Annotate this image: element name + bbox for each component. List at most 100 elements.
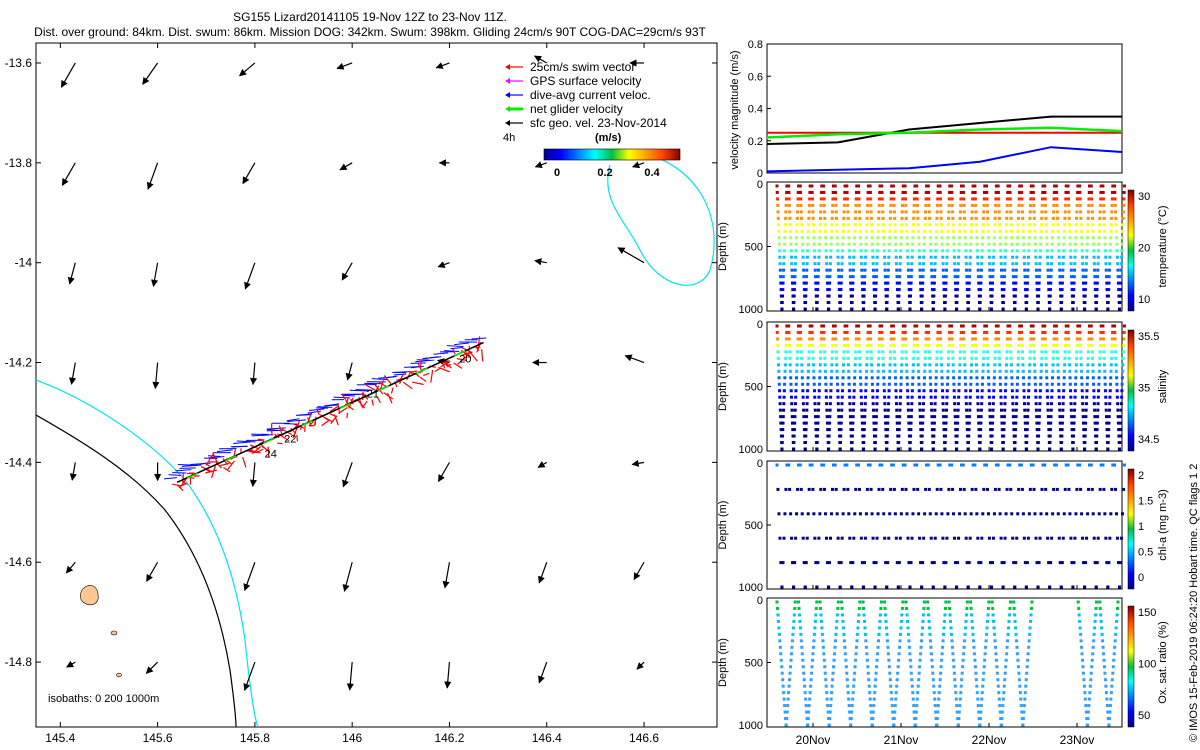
profile-point — [778, 536, 782, 540]
profile-point — [929, 255, 933, 259]
profile-point — [1023, 275, 1027, 279]
profile-point — [1004, 376, 1008, 380]
profile-point — [1027, 242, 1031, 246]
profile-point — [1060, 288, 1064, 292]
profile-point — [1100, 626, 1104, 630]
profile-point — [1066, 190, 1070, 194]
profile-point — [1040, 203, 1044, 207]
profile-point — [787, 203, 791, 207]
profile-point — [933, 275, 937, 279]
profile-point — [894, 697, 898, 701]
profile-point — [908, 658, 912, 662]
profile-point — [1114, 350, 1118, 354]
profile-point — [828, 402, 832, 406]
profile-point — [779, 428, 783, 432]
profile-point — [1028, 632, 1032, 636]
profile-point — [895, 421, 899, 425]
profile-point — [900, 613, 904, 617]
profile-point — [1111, 190, 1115, 194]
profile-point — [991, 408, 995, 412]
profile-point — [794, 376, 798, 380]
swim-vector — [219, 462, 229, 467]
profile-point — [917, 512, 921, 516]
profile-point — [869, 197, 873, 201]
profile-point — [1102, 652, 1106, 656]
profile-point — [1091, 376, 1095, 380]
profile-point — [829, 249, 833, 253]
profile-point — [933, 704, 937, 708]
profile-point — [831, 190, 835, 194]
profile-point — [832, 658, 836, 662]
profile-point — [978, 717, 982, 721]
profile-point — [990, 294, 994, 298]
profile-point — [1011, 275, 1015, 279]
profile-point — [1015, 249, 1019, 253]
colorbar — [1127, 329, 1135, 452]
profile-point — [910, 536, 914, 540]
profile-point — [1036, 301, 1040, 305]
profile-point — [1096, 275, 1100, 279]
profile-point — [1115, 389, 1119, 393]
profile-point — [944, 600, 948, 604]
profile-point — [803, 447, 807, 451]
profile-point — [937, 691, 941, 695]
x-tick-label: 146 — [342, 731, 362, 745]
profile-point — [780, 447, 784, 451]
profile-point — [1000, 717, 1004, 721]
profile-point — [1120, 236, 1124, 240]
profile-point — [953, 275, 957, 279]
profile-point — [882, 376, 886, 380]
profile-point — [805, 395, 809, 399]
profile-point — [980, 697, 984, 701]
profile-point — [853, 512, 857, 516]
swim-vector — [361, 400, 368, 409]
profile-point — [1111, 330, 1115, 334]
profile-point — [961, 324, 965, 328]
profile-point — [885, 434, 889, 438]
profile-point — [888, 363, 892, 367]
swim-vector — [293, 423, 305, 429]
profile-point — [790, 645, 794, 649]
profile-point — [910, 395, 914, 399]
profile-point — [875, 262, 879, 266]
profile-point — [993, 210, 997, 214]
profile-point — [1010, 236, 1014, 240]
profile-point — [781, 421, 785, 425]
profile-point — [1050, 402, 1054, 406]
profile-point — [928, 236, 932, 240]
profile-point — [837, 281, 841, 285]
profile-point — [790, 639, 794, 643]
profile-point — [921, 402, 925, 406]
profile-point — [948, 463, 952, 467]
profile-point — [1054, 324, 1058, 328]
profile-point — [908, 585, 912, 589]
profile-point — [928, 512, 932, 516]
profile-point — [1047, 561, 1051, 565]
dac-vector — [444, 350, 460, 353]
profile-point — [811, 350, 815, 354]
profile-point — [876, 363, 880, 367]
profile-point — [1044, 210, 1048, 214]
profile-point — [881, 356, 885, 360]
profile-point — [983, 190, 987, 194]
profile-point — [1074, 382, 1078, 386]
profile-point — [880, 190, 884, 194]
profile-point — [1075, 356, 1079, 360]
profile-point — [1049, 408, 1053, 412]
profile-point — [841, 376, 845, 380]
profile-point — [967, 281, 971, 285]
colorbar-tick: 35 — [1138, 383, 1150, 395]
profile-point — [1014, 421, 1018, 425]
profile-point — [965, 408, 969, 412]
profile-point — [802, 408, 806, 412]
profile-point — [1025, 441, 1029, 445]
profile-point — [880, 337, 884, 341]
profile-point — [875, 255, 879, 259]
profile-point — [958, 210, 962, 214]
profile-point — [1033, 512, 1037, 516]
profile-point — [859, 389, 863, 393]
profile-point — [1114, 223, 1118, 227]
profile-point — [788, 223, 792, 227]
profile-point — [1017, 337, 1021, 341]
profile-point — [1074, 369, 1078, 373]
